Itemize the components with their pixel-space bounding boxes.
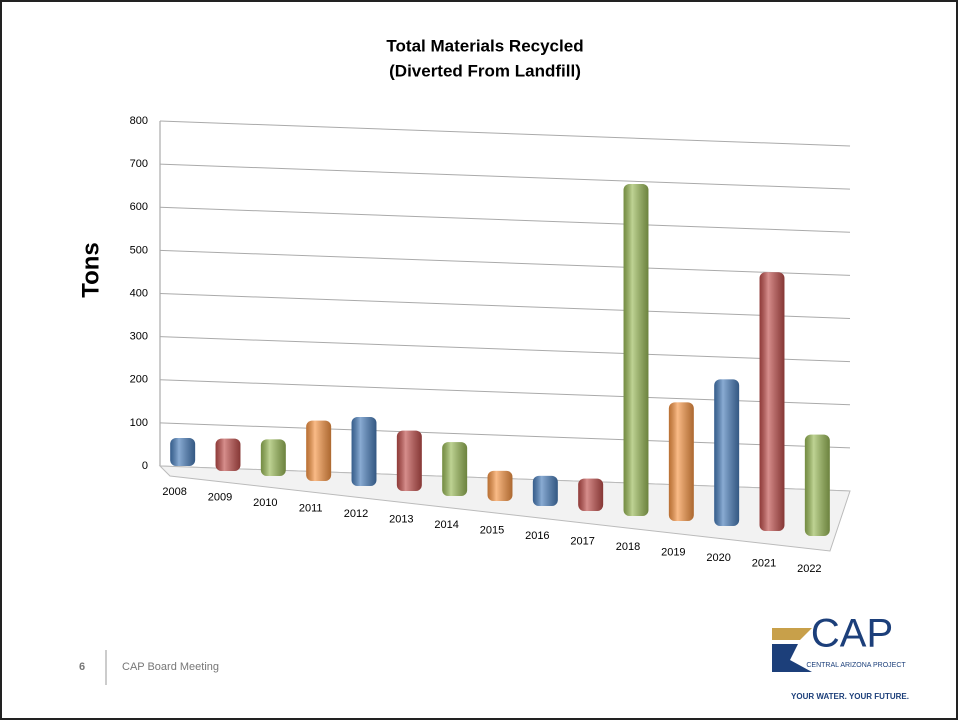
- x-tick-label: 2018: [616, 541, 640, 553]
- bar-shade: [260, 439, 286, 476]
- logo-tagline: YOUR WATER. YOUR FUTURE.: [791, 692, 909, 701]
- x-tick-label: 2015: [480, 524, 504, 536]
- bar-shade: [804, 434, 830, 536]
- page-number: 6: [79, 661, 85, 673]
- chart-title: Total Materials Recycled: [386, 36, 583, 55]
- bar-shade: [487, 470, 513, 501]
- y-tick-label: 200: [130, 374, 148, 386]
- y-tick-label: 0: [142, 460, 148, 472]
- x-tick-label: 2017: [570, 535, 594, 547]
- x-tick-label: 2021: [752, 557, 776, 569]
- logo-org: CENTRAL ARIZONA PROJECT: [806, 662, 906, 669]
- y-tick-label: 700: [130, 158, 148, 170]
- x-tick-label: 2010: [253, 497, 277, 509]
- bar-shade: [442, 442, 468, 496]
- x-tick-label: 2020: [706, 552, 730, 564]
- grid-line: [159, 249, 851, 276]
- x-tick-label: 2022: [797, 563, 821, 575]
- y-tick-label: 300: [130, 331, 148, 343]
- bar-shade: [578, 478, 604, 511]
- logo: CAP CENTRAL ARIZONA PROJECT YOUR WATER. …: [772, 612, 909, 701]
- x-tick-label: 2011: [299, 502, 323, 514]
- grid-line: [159, 293, 851, 319]
- x-tick-label: 2013: [389, 513, 413, 525]
- x-tick-label: 2019: [661, 546, 685, 558]
- bar-shade: [759, 272, 785, 531]
- logo-name: CAP: [811, 612, 893, 656]
- grid-line: [159, 163, 851, 190]
- x-tick-label: 2014: [434, 519, 458, 531]
- y-tick-label: 400: [130, 287, 148, 299]
- x-tick-label: 2012: [344, 508, 368, 520]
- x-tick-label: 2016: [525, 530, 549, 542]
- y-axis-label: Tons: [77, 242, 104, 298]
- bar-shade: [714, 379, 740, 526]
- bar-shade: [396, 430, 422, 491]
- y-tick-label: 600: [130, 201, 148, 213]
- y-tick-label: 800: [130, 115, 148, 127]
- y-tick-label: 100: [130, 417, 148, 429]
- chart-subtitle: (Diverted From Landfill): [389, 61, 581, 80]
- x-tick-label: 2009: [208, 491, 232, 503]
- logo-mark: [772, 628, 812, 640]
- grid-line: [159, 206, 851, 233]
- grid-line: [159, 120, 851, 147]
- logo-mark: [772, 644, 812, 672]
- y-tick-label: 500: [130, 244, 148, 256]
- footer-text: CAP Board Meeting: [122, 661, 219, 673]
- bar-shade: [351, 417, 377, 486]
- bar-shade: [170, 437, 196, 466]
- bar-shade: [306, 420, 332, 481]
- bar-shade: [532, 475, 558, 506]
- bar-shade: [215, 438, 241, 471]
- bar-shade: [668, 402, 694, 521]
- grid-line: [159, 336, 851, 363]
- x-tick-label: 2008: [162, 486, 186, 498]
- bar-shade: [623, 183, 649, 516]
